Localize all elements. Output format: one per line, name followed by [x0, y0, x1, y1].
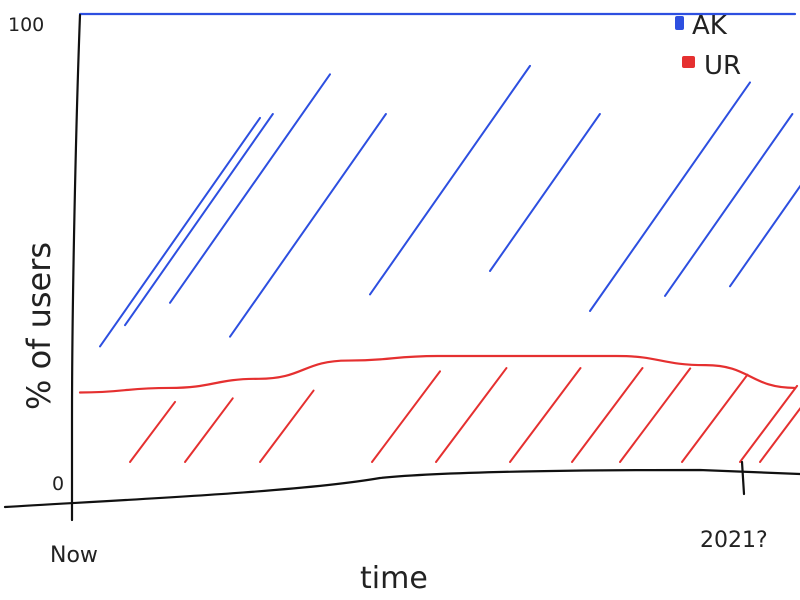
y-tick-label-bottom: 0 — [52, 473, 64, 495]
hatch-ak-2 — [124, 113, 274, 327]
hatch-ur-4 — [371, 370, 441, 463]
series-layer — [78, 12, 797, 394]
hatch-ur-8 — [619, 367, 692, 463]
hatch-ak-3 — [169, 73, 331, 304]
hatch-ur-10 — [739, 384, 799, 463]
legend-swatch-ak — [675, 16, 684, 30]
hatch-ur-9 — [681, 373, 749, 463]
hatch-ur-3 — [259, 389, 315, 463]
y-axis-label: % of users — [20, 242, 58, 410]
y-axis-line — [70, 13, 82, 522]
legend: AK UR — [675, 11, 741, 81]
hatch-ur-5 — [435, 367, 508, 463]
hatch-ak-5 — [369, 64, 531, 296]
x-axis-label: time — [360, 561, 428, 596]
x-axis-line — [3, 468, 800, 509]
hatch-ur-2 — [184, 397, 234, 463]
x-tick-label-end: 2021? — [700, 528, 768, 553]
hatch-ur-1 — [129, 400, 177, 463]
hatch-ak-9 — [729, 184, 800, 288]
legend-label-ak: AK — [692, 11, 728, 41]
hatch-ur-6 — [509, 367, 582, 463]
hatch-ur-11 — [759, 407, 800, 463]
series-ur-line — [78, 354, 797, 394]
hatch-ak-8 — [664, 113, 794, 297]
hatch-ak-7 — [589, 81, 751, 312]
x-tick-label-start: Now — [50, 543, 98, 568]
hatch-ur-7 — [571, 367, 644, 463]
y-tick-label-top: 100 — [8, 14, 44, 36]
legend-swatch-ur — [682, 56, 695, 68]
hatch-ak-1 — [99, 116, 261, 348]
hatch-ak-6 — [489, 113, 601, 272]
hatch-layer — [99, 64, 800, 463]
hatch-ak-4 — [229, 113, 387, 338]
legend-label-ur: UR — [704, 51, 741, 81]
x-end-tick — [740, 460, 746, 496]
